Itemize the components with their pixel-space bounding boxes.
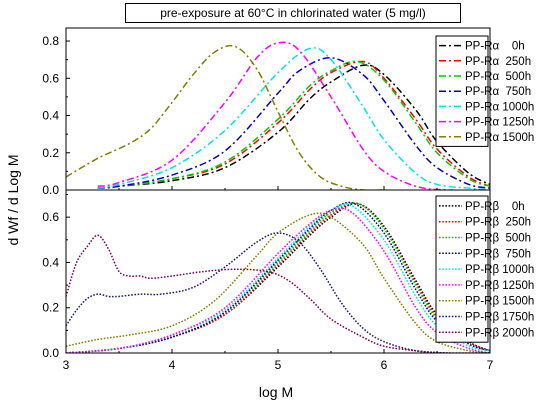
legend-label: PP-Rβ 1250h: [465, 280, 534, 292]
x-tick-label: 5: [275, 358, 282, 372]
series-group: [66, 201, 490, 353]
series-line-top-4: [97, 47, 490, 190]
legend-label: PP-Rβ 750h: [465, 248, 531, 260]
y-tick-label: 0.2: [42, 146, 59, 160]
y-axis-label: d Wf / d Log M: [5, 154, 21, 245]
series-line-top-0: [97, 64, 490, 189]
y-tick-label: 0.0: [42, 183, 59, 197]
x-tick-label: 4: [169, 358, 176, 372]
y-tick-label: 0.6: [42, 71, 59, 85]
series-line-top-3: [97, 57, 490, 189]
plot-frame: [65, 189, 491, 354]
legend-label: PP-Rβ 500h: [465, 233, 531, 245]
legend-label: PP-Rα 500h: [465, 71, 531, 83]
x-tick-label: 7: [487, 358, 494, 372]
series-line-bottom-3: [66, 201, 490, 353]
series-line-bottom-2: [66, 202, 490, 353]
legend-bottom: PP-Rβ 0h PP-Rβ 250h PP-Rβ 500h PP-Rβ 750h PP…: [435, 195, 534, 343]
series-line-bottom-8: [66, 234, 490, 353]
legend-label: PP-Rβ 2000h: [465, 327, 534, 339]
x-axis-label: log M: [259, 384, 293, 400]
y-tick-label: 0.2: [42, 301, 59, 315]
y-tick-label: 0.0: [42, 346, 59, 360]
y-tick-label: 0.8: [42, 34, 59, 48]
y-tick-label: 0.6: [42, 210, 59, 224]
series-line-bottom-7: [66, 232, 490, 353]
y-tick-label: 0.4: [42, 109, 59, 123]
plot-frame: [65, 27, 491, 191]
series-line-bottom-4: [66, 203, 490, 353]
legend-top: PP-Rα 0h PP-Rα 250h PP-Rα 500h PP-Rα 750h PP…: [435, 35, 534, 147]
legend-label: PP-Rβ 1000h: [465, 264, 534, 276]
legend-label: PP-Rα 1500h: [465, 132, 534, 144]
series-line-top-6: [66, 44, 384, 190]
legend-label: PP-Rβ 250h: [465, 217, 531, 229]
series-line-top-1: [97, 60, 490, 189]
x-tick-label: 6: [381, 358, 388, 372]
series-line-top-5: [97, 41, 490, 190]
chart-title: pre-exposure at 60°C in chlorinated wate…: [125, 3, 461, 23]
panel-top: 0.0 0.2 0.4 0.6 0.8 PP-Rα 0h PP-Rα 250h PP-Rα 5…: [42, 27, 534, 197]
series-line-bottom-5: [66, 207, 490, 353]
legend-label: PP-Rβ 1750h: [465, 312, 534, 324]
series-line-bottom-1: [66, 202, 490, 353]
series-group: [66, 41, 490, 190]
legend-label: PP-Rα 750h: [465, 86, 531, 98]
series-line-bottom-6: [66, 212, 490, 353]
legend-label: PP-Rα 0h: [465, 41, 525, 53]
x-tick-label: 3: [63, 358, 70, 372]
legend-label: PP-Rβ 0h: [465, 201, 525, 213]
legend-label: PP-Rα 250h: [465, 56, 531, 68]
legend-label: PP-Rα 1000h: [465, 101, 534, 113]
legend-label: PP-Rα 1250h: [465, 117, 534, 129]
y-tick-label: 0.4: [42, 255, 59, 269]
series-line-bottom-0: [66, 202, 490, 353]
legend-label: PP-Rβ 1500h: [465, 296, 534, 308]
series-line-top-2: [97, 60, 490, 189]
